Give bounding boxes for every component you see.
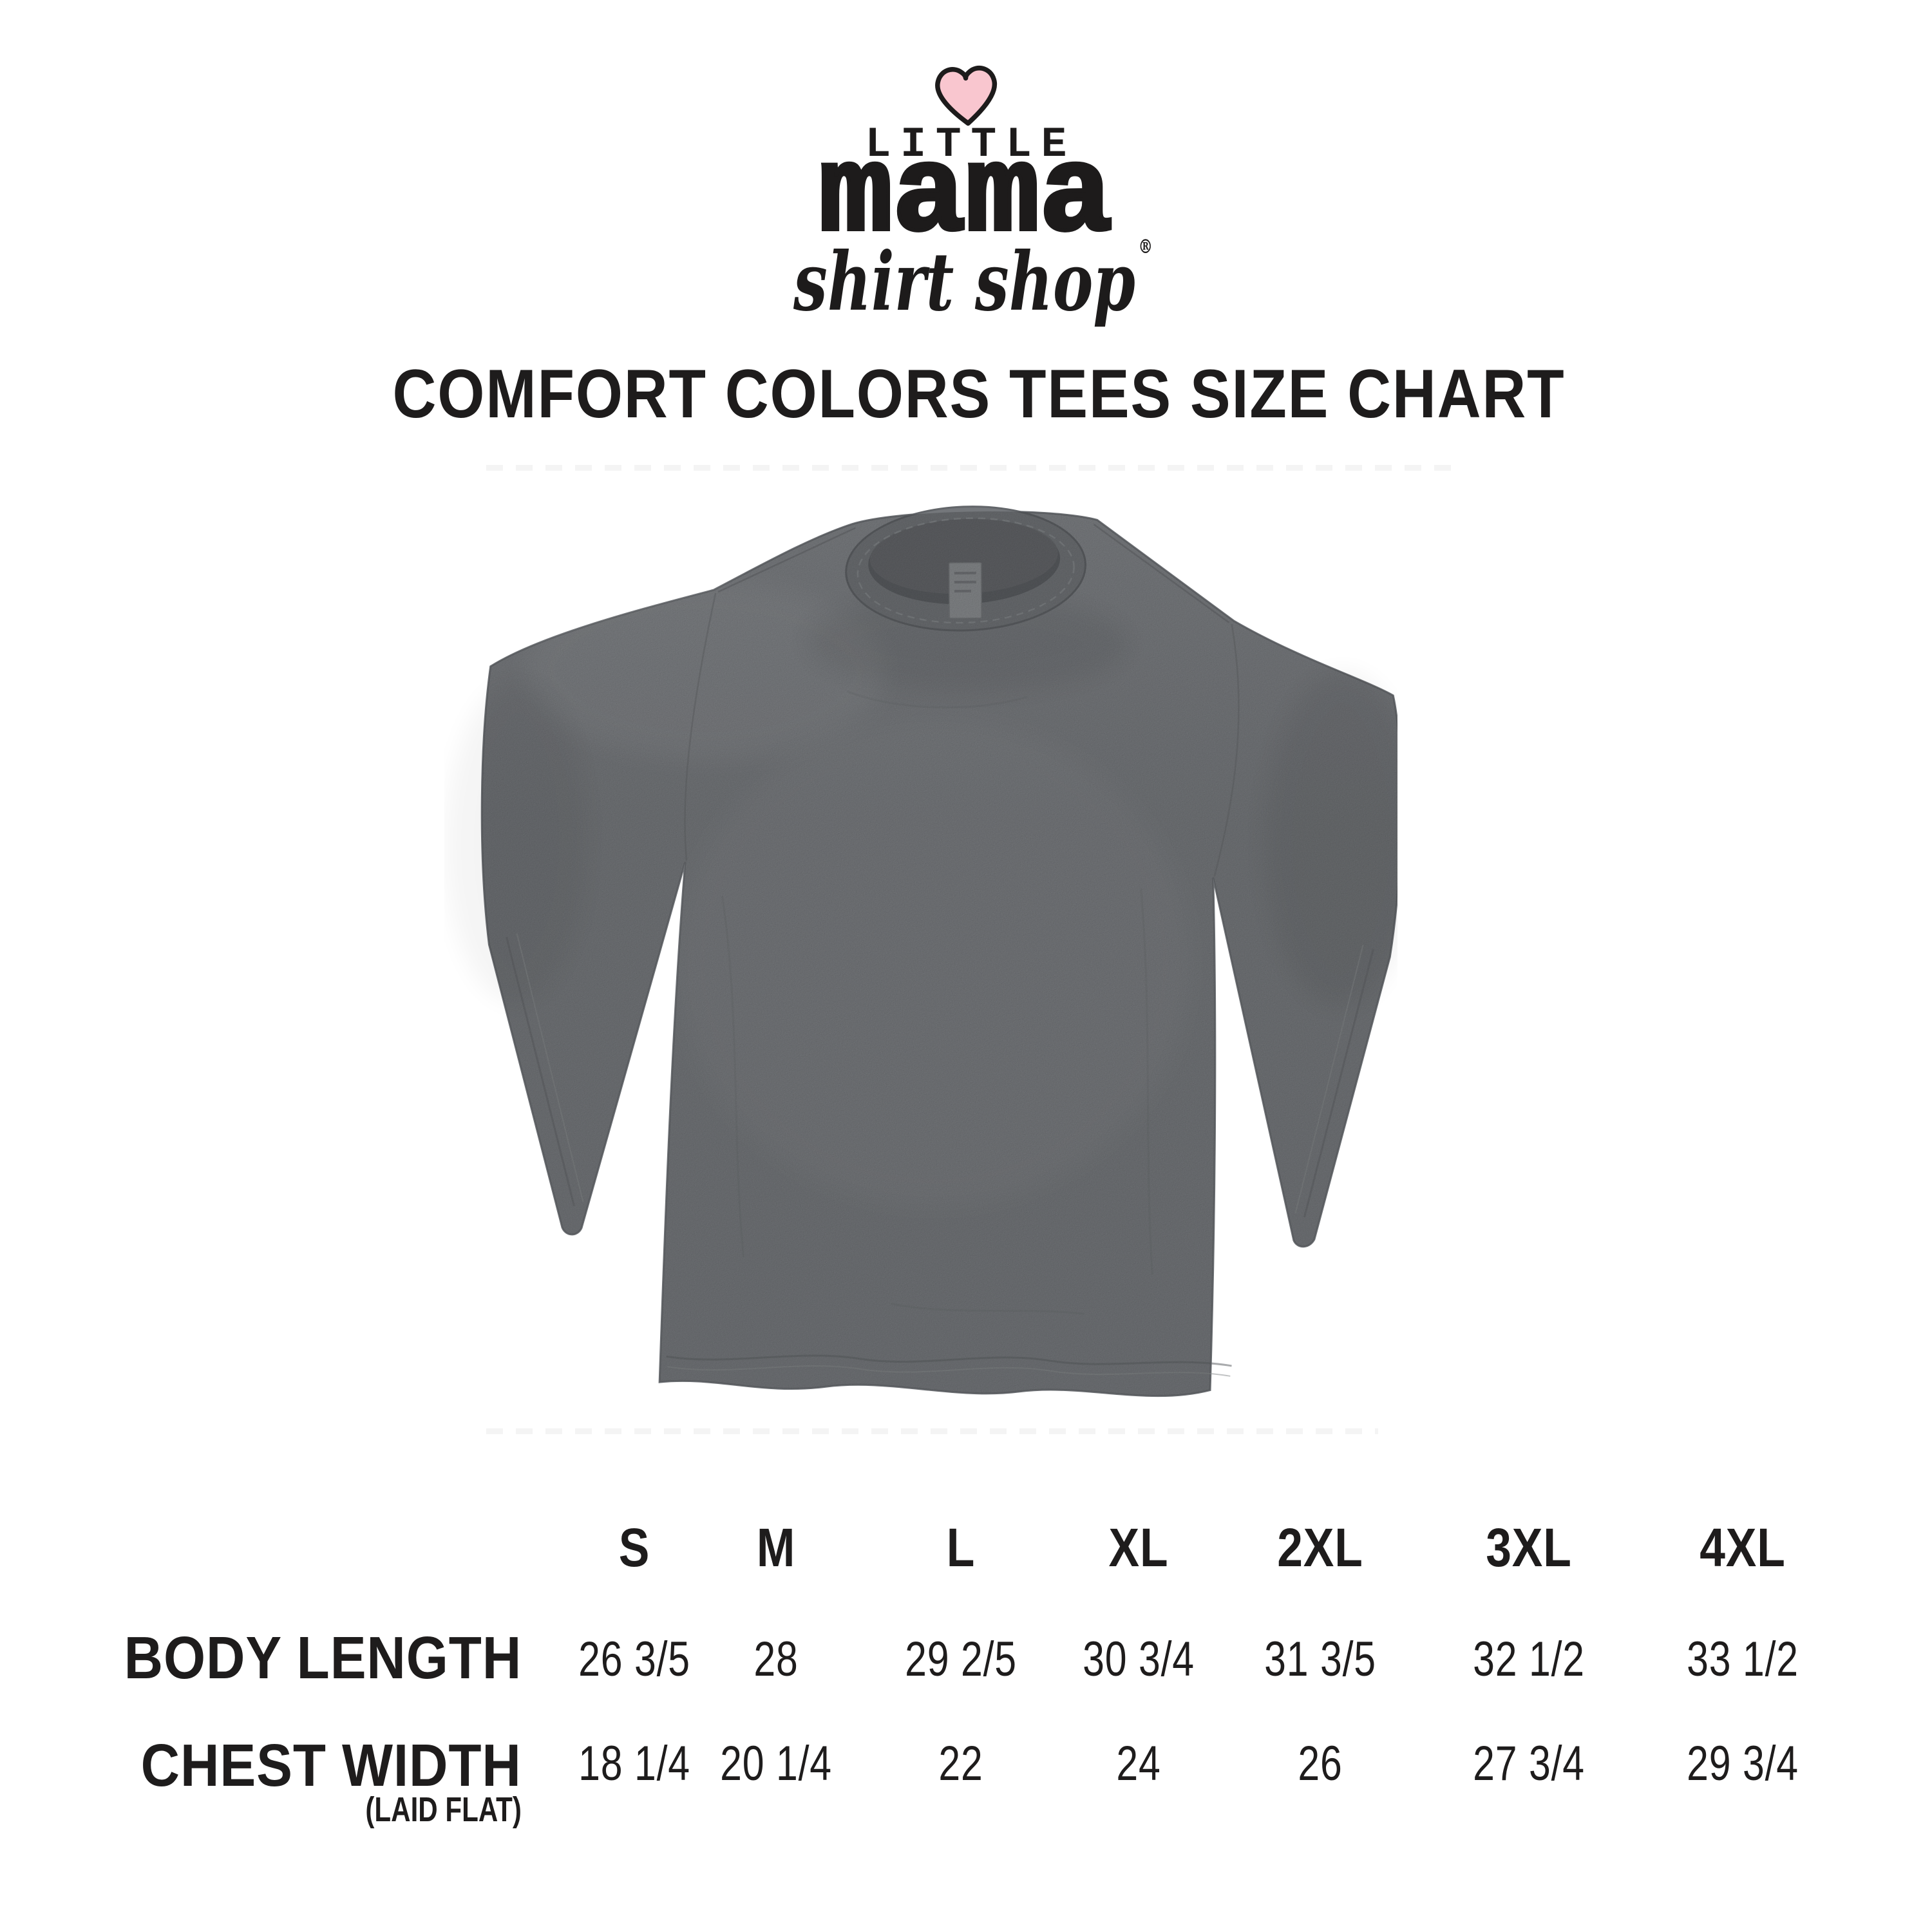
page-title: COMFORT COLORS TEES SIZE CHART <box>392 355 1566 432</box>
logo-word-mama: mama <box>817 128 1115 267</box>
body-length-l: 29 2/5 <box>905 1632 1017 1687</box>
registered-trademark: ® <box>1138 236 1153 258</box>
tshirt-graphic <box>446 505 1419 1399</box>
row-label-body-length: BODY LENGTH <box>124 1624 522 1691</box>
size-col-2xl: 2XL <box>1277 1517 1363 1578</box>
chest-width-xl: 24 <box>1116 1736 1161 1791</box>
body-length-2xl: 31 3/5 <box>1264 1632 1376 1687</box>
scan-artifact-band-top <box>486 465 1452 471</box>
scan-artifact-band-bottom <box>486 1428 1378 1434</box>
size-col-s: S <box>618 1517 650 1578</box>
size-col-xl: XL <box>1108 1517 1169 1578</box>
chest-width-m: 20 1/4 <box>720 1736 832 1791</box>
chest-width-4xl: 29 3/4 <box>1687 1736 1799 1791</box>
body-length-xl: 30 3/4 <box>1083 1632 1195 1687</box>
chest-width-2xl: 26 <box>1298 1736 1343 1791</box>
size-col-l: L <box>946 1517 976 1578</box>
body-length-s: 26 3/5 <box>578 1632 690 1687</box>
size-col-3xl: 3XL <box>1486 1517 1572 1578</box>
tshirt-photo <box>444 499 1419 1439</box>
logo-word-shirt-shop: shirt shop ® <box>249 238 1698 323</box>
body-length-4xl: 33 1/2 <box>1687 1632 1799 1687</box>
size-col-m: M <box>756 1517 796 1578</box>
size-col-4xl: 4XL <box>1700 1517 1786 1578</box>
row-label-chest-width: CHEST WIDTH <box>140 1732 522 1799</box>
heart-icon <box>932 63 1001 129</box>
chest-width-3xl: 27 3/4 <box>1473 1736 1585 1791</box>
body-length-3xl: 32 1/2 <box>1473 1632 1585 1687</box>
chest-width-l: 22 <box>938 1736 983 1791</box>
chest-width-s: 18 1/4 <box>578 1736 690 1791</box>
logo-script-text: shirt shop <box>793 235 1135 329</box>
logo-word-little: LITTLE <box>865 120 1077 169</box>
body-length-m: 28 <box>753 1632 799 1687</box>
row-sublabel-laid-flat: (LAID FLAT) <box>365 1790 522 1829</box>
